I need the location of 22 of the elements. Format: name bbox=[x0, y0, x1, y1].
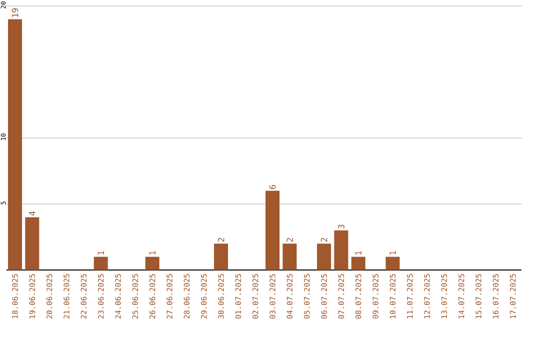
data-label: 2 bbox=[218, 238, 224, 242]
data-label: 1 bbox=[390, 251, 396, 255]
data-label: 19 bbox=[12, 8, 18, 17]
data-label: 1 bbox=[98, 251, 104, 255]
data-label: 1 bbox=[355, 251, 362, 255]
data-label: 6 bbox=[269, 185, 276, 190]
data-label: 3 bbox=[338, 224, 344, 229]
data-label: 4 bbox=[29, 211, 36, 216]
bar bbox=[334, 230, 348, 270]
bar bbox=[266, 190, 280, 270]
bar bbox=[8, 19, 22, 270]
bar bbox=[145, 256, 160, 270]
bar bbox=[317, 244, 332, 270]
bar bbox=[25, 217, 40, 270]
bar bbox=[214, 244, 228, 270]
data-label: 2 bbox=[286, 238, 293, 242]
bar bbox=[94, 256, 108, 270]
bar bbox=[351, 256, 366, 270]
data-label: 1 bbox=[149, 251, 156, 255]
data-label: 2 bbox=[320, 238, 328, 242]
bar bbox=[386, 256, 400, 270]
bar bbox=[282, 244, 297, 270]
